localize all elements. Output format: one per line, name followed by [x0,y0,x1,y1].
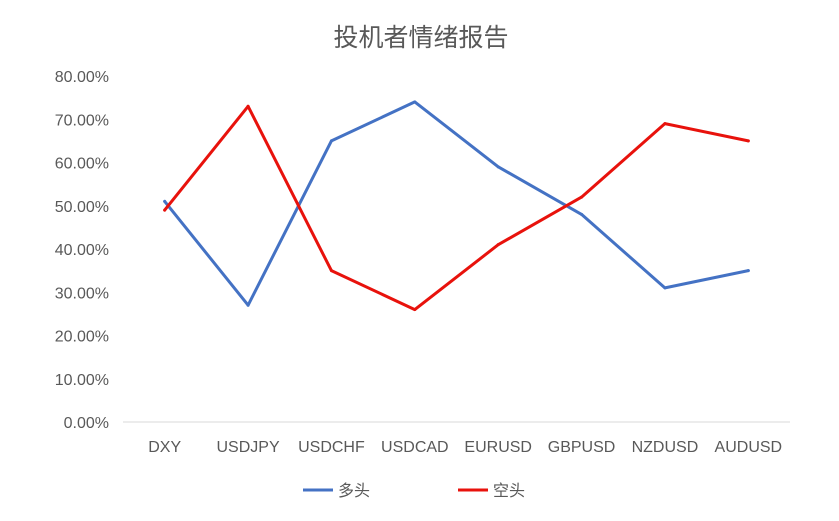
legend: 多头 空头 [303,481,525,500]
y-tick-label: 30.00% [55,285,109,302]
data-point [163,199,167,203]
chart-title: 投机者情绪报告 [333,23,508,52]
x-tick-label: DXY [148,439,181,456]
y-axis: 0.00% 10.00% 20.00% 30.00% 40.00% 50.00% 60.00… [55,69,109,432]
data-point [163,208,167,212]
y-tick-label: 20.00% [55,329,109,346]
x-tick-label: USDJPY [217,439,280,456]
data-point [496,165,500,169]
series-line [163,104,750,312]
y-tick-label: 70.00% [55,112,109,129]
data-point [413,100,417,104]
y-tick-label: 60.00% [55,156,109,173]
series-line [163,100,750,307]
x-tick-label: GBPUSD [548,439,616,456]
data-point [746,269,750,273]
data-point [413,308,417,312]
legend-label: 空头 [493,481,525,500]
x-tick-label: NZDUSD [632,439,699,456]
data-point [246,104,250,108]
data-point [663,286,667,290]
y-tick-label: 40.00% [55,242,109,259]
data-point [329,269,333,273]
y-tick-label: 50.00% [55,199,109,216]
data-point [246,303,250,307]
y-tick-label: 0.00% [64,415,109,432]
x-tick-label: AUDUSD [715,439,783,456]
data-point [580,195,584,199]
data-point [663,122,667,126]
data-point [746,139,750,143]
data-point [329,139,333,143]
legend-label: 多头 [338,481,370,500]
data-point [580,212,584,216]
x-tick-label: EURUSD [464,439,532,456]
data-point [496,243,500,247]
x-tick-label: USDCHF [298,439,365,456]
y-tick-label: 10.00% [55,372,109,389]
x-axis: DXY USDJPY USDCHF USDCAD EURUSD GBPUSD NZDUSD A… [123,421,790,456]
x-tick-label: USDCAD [381,439,449,456]
y-tick-label: 80.00% [55,69,109,86]
series-layer [163,100,750,312]
